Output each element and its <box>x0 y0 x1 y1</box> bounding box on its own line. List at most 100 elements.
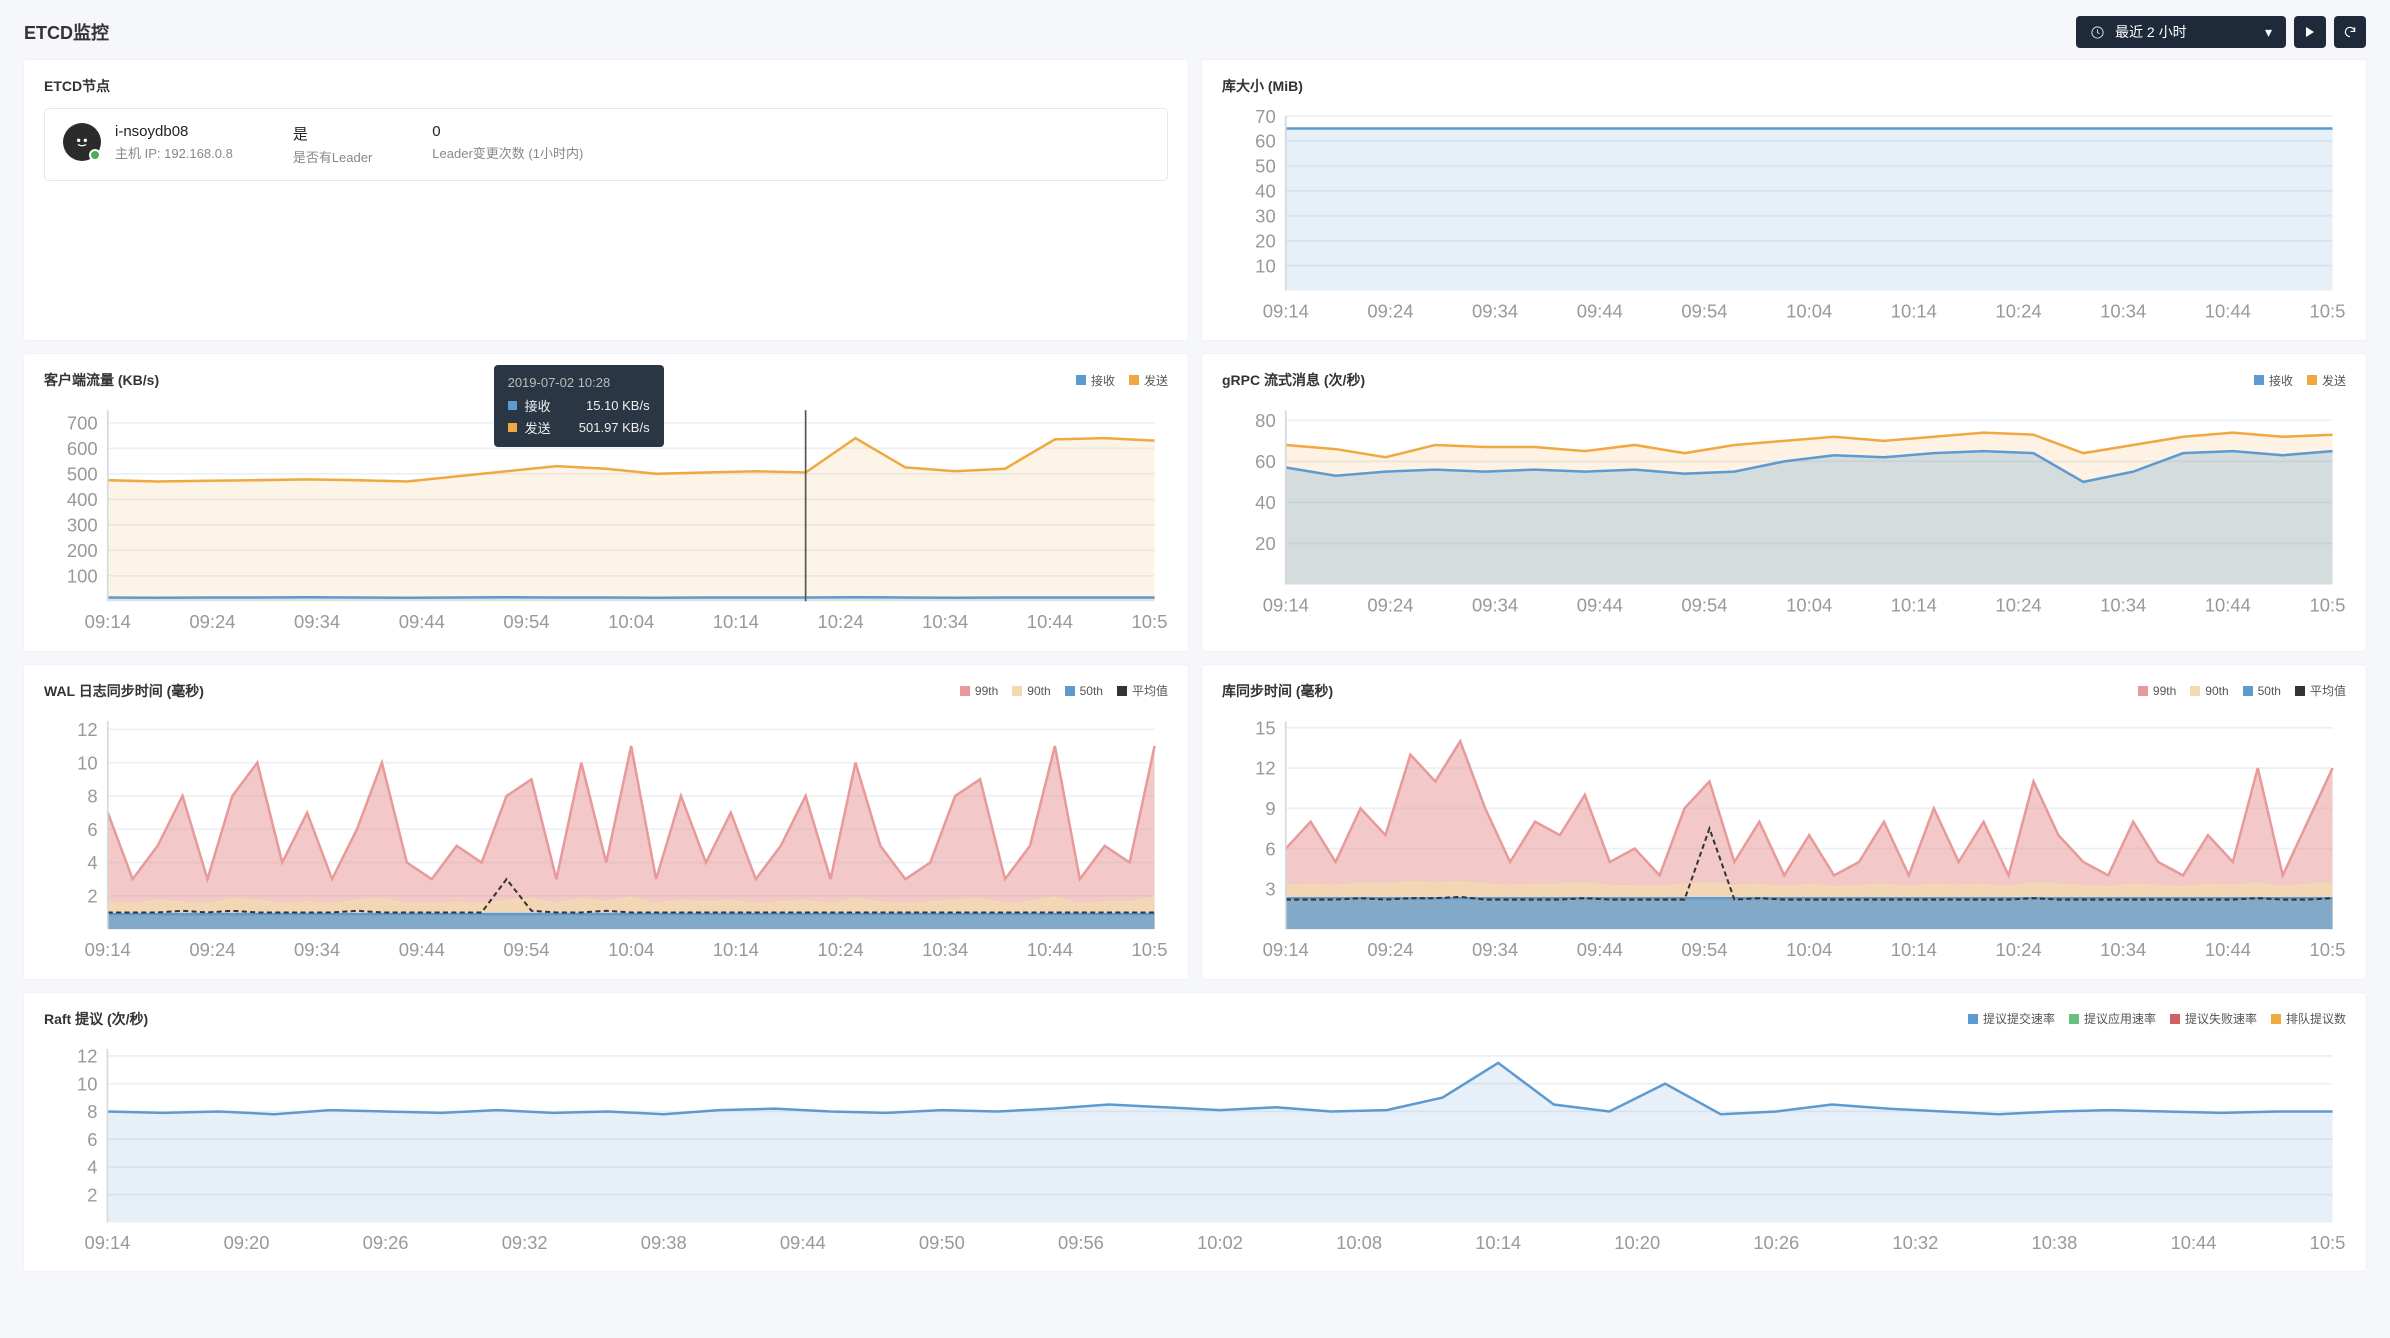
refresh-icon <box>2343 25 2357 39</box>
svg-text:09:24: 09:24 <box>1367 939 1413 960</box>
panel-wal: WAL 日志同步时间 (毫秒) 99th90th50th平均值 24681012… <box>24 665 1188 979</box>
refresh-button[interactable] <box>2334 16 2366 48</box>
svg-text:10:02: 10:02 <box>1197 1232 1243 1253</box>
svg-text:10:08: 10:08 <box>1336 1232 1382 1253</box>
svg-text:10:44: 10:44 <box>2171 1232 2217 1253</box>
svg-text:10:04: 10:04 <box>1786 594 1832 615</box>
svg-text:09:44: 09:44 <box>1577 300 1623 321</box>
panel-client-traffic: 客户端流量 (KB/s) 接收发送 1002003004005006007000… <box>24 354 1188 651</box>
svg-text:400: 400 <box>67 489 98 510</box>
svg-text:10:54: 10:54 <box>2310 939 2346 960</box>
panel-title: Raft 提议 (次/秒) <box>44 1009 148 1029</box>
svg-text:10:14: 10:14 <box>713 611 759 632</box>
svg-text:09:34: 09:34 <box>294 611 340 632</box>
svg-text:10:34: 10:34 <box>922 611 968 632</box>
chevron-down-icon: ▾ <box>2265 24 2272 41</box>
svg-text:10: 10 <box>77 752 98 773</box>
svg-text:10:34: 10:34 <box>922 939 968 960</box>
svg-text:12: 12 <box>77 719 98 740</box>
svg-text:10:04: 10:04 <box>608 611 654 632</box>
svg-text:12: 12 <box>77 1045 97 1066</box>
svg-text:500: 500 <box>67 464 98 485</box>
svg-text:09:24: 09:24 <box>189 939 235 960</box>
svg-text:09:34: 09:34 <box>1472 939 1518 960</box>
svg-text:09:14: 09:14 <box>1263 939 1309 960</box>
svg-text:10:24: 10:24 <box>1995 300 2041 321</box>
svg-text:9: 9 <box>1265 798 1275 819</box>
legend: 99th90th50th平均值 <box>2138 682 2346 699</box>
svg-text:10:04: 10:04 <box>608 939 654 960</box>
node-id: i-nsoydb08 <box>115 123 233 140</box>
svg-text:10:54: 10:54 <box>2309 300 2346 321</box>
legend: 接收发送 <box>2254 372 2346 389</box>
legend: 提议提交速率提议应用速率提议失败速率排队提议数 <box>1968 1010 2346 1027</box>
svg-text:09:56: 09:56 <box>1058 1232 1104 1253</box>
svg-text:10:24: 10:24 <box>817 939 863 960</box>
svg-text:09:38: 09:38 <box>641 1232 687 1253</box>
node-host: 主机 IP: 192.168.0.8 <box>115 143 233 162</box>
svg-text:10: 10 <box>77 1073 97 1094</box>
svg-text:10:44: 10:44 <box>2205 300 2251 321</box>
svg-text:20: 20 <box>1255 230 1276 251</box>
svg-text:10:20: 10:20 <box>1614 1232 1660 1253</box>
svg-text:09:14: 09:14 <box>85 939 131 960</box>
svg-text:09:54: 09:54 <box>1681 939 1727 960</box>
svg-text:09:54: 09:54 <box>1681 594 1727 615</box>
svg-text:80: 80 <box>1255 410 1276 431</box>
chart-client-traffic[interactable]: 10020030040050060070009:1409:2409:3409:4… <box>44 400 1168 635</box>
node-card: i-nsoydb08 主机 IP: 192.168.0.8 是 是否有Leade… <box>44 108 1168 181</box>
svg-text:40: 40 <box>1255 181 1276 202</box>
svg-text:09:26: 09:26 <box>363 1232 409 1253</box>
leader-label: 是否有Leader <box>293 147 372 166</box>
svg-text:70: 70 <box>1255 106 1276 127</box>
chart-db-sync[interactable]: 369121509:1409:2409:3409:4409:5410:0410:… <box>1222 711 2346 963</box>
chart-grpc[interactable]: 2040608009:1409:2409:3409:4409:5410:0410… <box>1222 400 2346 618</box>
svg-text:09:54: 09:54 <box>503 939 549 960</box>
panel-etcd-nodes: ETCD节点 i-nsoydb08 主机 IP: 192.168.0.8 是 是… <box>24 60 1188 340</box>
svg-text:700: 700 <box>67 413 98 434</box>
svg-text:09:44: 09:44 <box>1577 594 1623 615</box>
svg-text:100: 100 <box>67 566 98 587</box>
svg-text:10:04: 10:04 <box>1786 939 1832 960</box>
svg-text:4: 4 <box>87 1156 97 1177</box>
svg-text:12: 12 <box>1255 758 1276 779</box>
svg-text:10:24: 10:24 <box>817 611 863 632</box>
chart-db-size[interactable]: 1020304050607009:1409:2409:3409:4409:541… <box>1222 106 2346 324</box>
chart-raft[interactable]: 2468101209:1409:2009:2609:3209:3809:4409… <box>44 1039 2346 1256</box>
svg-text:10:38: 10:38 <box>2032 1232 2078 1253</box>
svg-text:10:44: 10:44 <box>1027 611 1073 632</box>
svg-text:10:34: 10:34 <box>2100 594 2146 615</box>
svg-text:10:14: 10:14 <box>1475 1232 1521 1253</box>
panel-title: 库同步时间 (毫秒) <box>1222 681 1333 701</box>
svg-text:09:24: 09:24 <box>189 611 235 632</box>
svg-text:6: 6 <box>87 1128 97 1149</box>
svg-text:09:14: 09:14 <box>1263 594 1309 615</box>
svg-text:10:54: 10:54 <box>1132 939 1168 960</box>
svg-text:10:24: 10:24 <box>1995 594 2041 615</box>
chart-wal[interactable]: 2468101209:1409:2409:3409:4409:5410:0410… <box>44 711 1168 963</box>
play-button[interactable] <box>2294 16 2326 48</box>
time-range-label: 最近 2 小时 <box>2115 22 2187 42</box>
svg-text:09:44: 09:44 <box>399 611 445 632</box>
svg-text:200: 200 <box>67 540 98 561</box>
svg-text:10:14: 10:14 <box>1891 300 1937 321</box>
svg-text:09:34: 09:34 <box>1472 300 1518 321</box>
svg-text:600: 600 <box>67 438 98 459</box>
svg-text:6: 6 <box>1265 838 1275 859</box>
node-status-dot <box>89 149 101 161</box>
svg-text:09:44: 09:44 <box>1577 939 1623 960</box>
svg-text:8: 8 <box>87 1101 97 1122</box>
time-range-selector[interactable]: 最近 2 小时 ▾ <box>2076 16 2286 48</box>
svg-text:60: 60 <box>1255 131 1276 152</box>
changes-value: 0 <box>432 123 583 140</box>
svg-text:10:24: 10:24 <box>1995 939 2041 960</box>
svg-text:30: 30 <box>1255 205 1276 226</box>
svg-text:10:14: 10:14 <box>713 939 759 960</box>
panel-raft: Raft 提议 (次/秒) 提议提交速率提议应用速率提议失败速率排队提议数 24… <box>24 993 2366 1272</box>
svg-text:10:32: 10:32 <box>1892 1232 1938 1253</box>
svg-text:3: 3 <box>1265 878 1275 899</box>
svg-text:09:34: 09:34 <box>294 939 340 960</box>
svg-text:300: 300 <box>67 515 98 536</box>
svg-text:09:24: 09:24 <box>1367 594 1413 615</box>
svg-text:09:44: 09:44 <box>780 1232 826 1253</box>
